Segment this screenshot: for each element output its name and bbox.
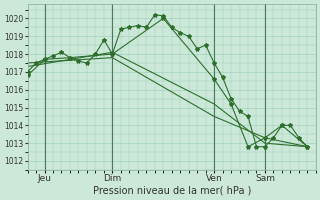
X-axis label: Pression niveau de la mer( hPa ): Pression niveau de la mer( hPa ) [92, 186, 251, 196]
